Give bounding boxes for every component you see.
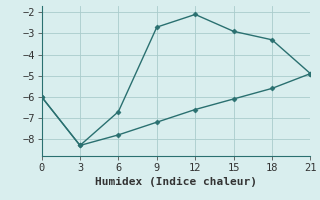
X-axis label: Humidex (Indice chaleur): Humidex (Indice chaleur) — [95, 177, 257, 187]
